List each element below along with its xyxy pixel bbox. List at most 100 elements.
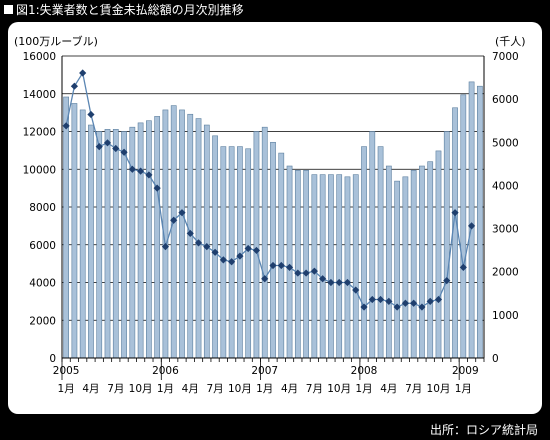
- bar: [377, 146, 384, 359]
- left-tick-label: 2000: [29, 315, 56, 327]
- bar: [220, 146, 227, 359]
- x-tick-label: 10月: [129, 383, 153, 395]
- bar: [63, 96, 70, 359]
- chart-svg: (100万ルーブル) (千人) 020004000600080001000012…: [14, 34, 526, 395]
- data-point: [70, 82, 79, 90]
- x-tick-label: 7月: [306, 383, 323, 395]
- bar: [452, 107, 458, 359]
- right-tick-label: 1000: [492, 310, 519, 322]
- bar: [154, 116, 161, 359]
- data-point: [434, 295, 443, 304]
- data-point: [87, 110, 95, 119]
- x-tick-label: 4月: [182, 383, 199, 395]
- bar: [319, 174, 326, 359]
- year-label: 2009: [452, 365, 479, 377]
- x-tick-label: 7月: [206, 383, 223, 395]
- data-point: [79, 69, 87, 77]
- chart-panel: (100万ルーブル) (千人) 0 2000 4000 6000 8000 10000 12…: [8, 22, 542, 414]
- data-point: [211, 248, 219, 256]
- left-tick-label: 14000: [23, 89, 56, 101]
- source-note: 出所：ロシア統計局: [429, 423, 538, 437]
- left-tick-label: 16000: [23, 51, 56, 63]
- data-point: [376, 295, 385, 304]
- x-tick-label: 10月: [327, 383, 351, 395]
- left-tick-label: 10000: [23, 164, 56, 176]
- data-point: [170, 216, 178, 224]
- title-square-icon: [4, 5, 13, 14]
- right-tick-label: 3000: [492, 224, 519, 236]
- bar: [336, 174, 343, 359]
- x-tick-label: 1月: [157, 383, 174, 395]
- bar: [410, 170, 417, 359]
- bar: [112, 129, 119, 359]
- data-point: [194, 239, 203, 247]
- data-point: [103, 139, 112, 147]
- data-point: [112, 144, 120, 153]
- right-tick-label: 4000: [492, 180, 519, 192]
- right-tick-label: 7000: [492, 51, 519, 63]
- bar: [369, 131, 376, 359]
- data-point: [62, 122, 70, 130]
- data-point: [327, 278, 335, 287]
- data-point: [277, 261, 285, 270]
- x-tick-label: 7月: [405, 383, 422, 395]
- right-tick-label: 2000: [492, 267, 519, 279]
- bar: [394, 180, 400, 359]
- bar: [245, 148, 252, 359]
- right-tick-label: 6000: [492, 94, 519, 106]
- left-tick-label: 8000: [29, 202, 56, 214]
- data-point: [294, 269, 302, 277]
- tick-labels: 0 2000 4000 6000 8000 10000 12000 14000 16000 0 10…: [23, 51, 519, 395]
- data-point: [269, 261, 277, 270]
- x-tick-label: 4月: [281, 383, 298, 395]
- bar: [212, 135, 218, 359]
- x-tick-label: 4月: [82, 383, 99, 395]
- bar: [96, 131, 103, 359]
- data-point: [335, 278, 343, 287]
- bar: [88, 124, 94, 359]
- data-point: [343, 278, 352, 287]
- data-point: [95, 143, 103, 151]
- bar: [195, 118, 202, 359]
- data-point: [319, 275, 327, 283]
- data-point: [393, 303, 401, 311]
- bar: [402, 176, 409, 359]
- bar: [361, 146, 367, 359]
- bar: [385, 165, 392, 359]
- x-tick-label: 1月: [355, 383, 372, 395]
- left-axis-label: (100万ルーブル): [14, 34, 98, 48]
- bar: [71, 103, 78, 359]
- data-point: [161, 243, 170, 251]
- left-tick-label: 6000: [29, 240, 56, 252]
- data-point: [451, 209, 459, 217]
- left-tick-label: 12000: [23, 127, 56, 139]
- data-point: [228, 258, 236, 266]
- chart-title-text: 図1:失業者数と賃金未払総額の月次別推移: [16, 3, 244, 17]
- bar: [137, 122, 144, 359]
- bar: [328, 174, 334, 359]
- bar: [294, 170, 301, 359]
- left-tick-label: 4000: [29, 278, 56, 290]
- data-point: [368, 295, 376, 304]
- axes: [61, 56, 485, 362]
- bar: [476, 85, 483, 359]
- bar: [170, 105, 177, 359]
- x-tick-label: 7月: [107, 383, 124, 395]
- bar: [352, 174, 359, 359]
- data-point: [401, 299, 409, 307]
- x-tick-label: 10月: [228, 383, 252, 395]
- bar: [443, 131, 450, 359]
- bar: [435, 150, 442, 359]
- data-point: [443, 277, 451, 285]
- bar: [79, 109, 86, 359]
- x-tick-label: 4月: [380, 383, 397, 395]
- data-point: [310, 267, 318, 275]
- data-point: [236, 252, 244, 260]
- data-point: [137, 167, 145, 175]
- data-point: [186, 229, 194, 238]
- x-tick-label: 1月: [455, 383, 472, 395]
- data-point: [426, 297, 434, 305]
- data-point: [385, 297, 393, 305]
- data-point: [153, 184, 161, 192]
